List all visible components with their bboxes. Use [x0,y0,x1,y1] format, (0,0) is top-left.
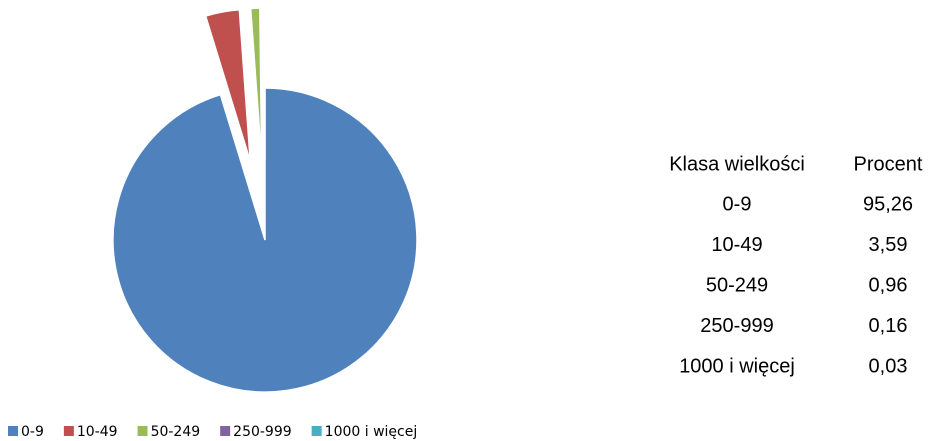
table-cell: 0,96 [869,274,908,296]
legend-label: 10-49 [77,424,118,440]
legend-swatch [220,426,231,436]
pie-slice [204,8,252,162]
legend-swatch [311,426,322,436]
pie-slice [112,87,418,393]
table-cell: 95,26 [863,193,913,215]
table-header: Procent [854,153,923,175]
table-cell: 50-249 [706,274,768,296]
table-cell: 0-9 [723,193,752,215]
pie-slice [249,7,263,161]
legend-swatch [8,426,18,436]
table-header: Klasa wielkości [669,153,805,175]
legend-swatch [137,426,148,436]
table-cell: 0,16 [869,315,908,337]
table-cell: 10-49 [711,234,762,256]
legend-label: 0-9 [21,424,44,440]
legend-label: 50-249 [151,424,201,440]
table-cell: 250-999 [700,315,773,337]
table-cell: 0,03 [869,355,908,377]
table-cell: 1000 i więcej [679,355,795,377]
legend-swatch [63,426,74,436]
legend-label: 250-999 [233,424,292,440]
table-cell: 3,59 [869,234,908,256]
legend-label: 1000 i więcej [325,424,418,440]
